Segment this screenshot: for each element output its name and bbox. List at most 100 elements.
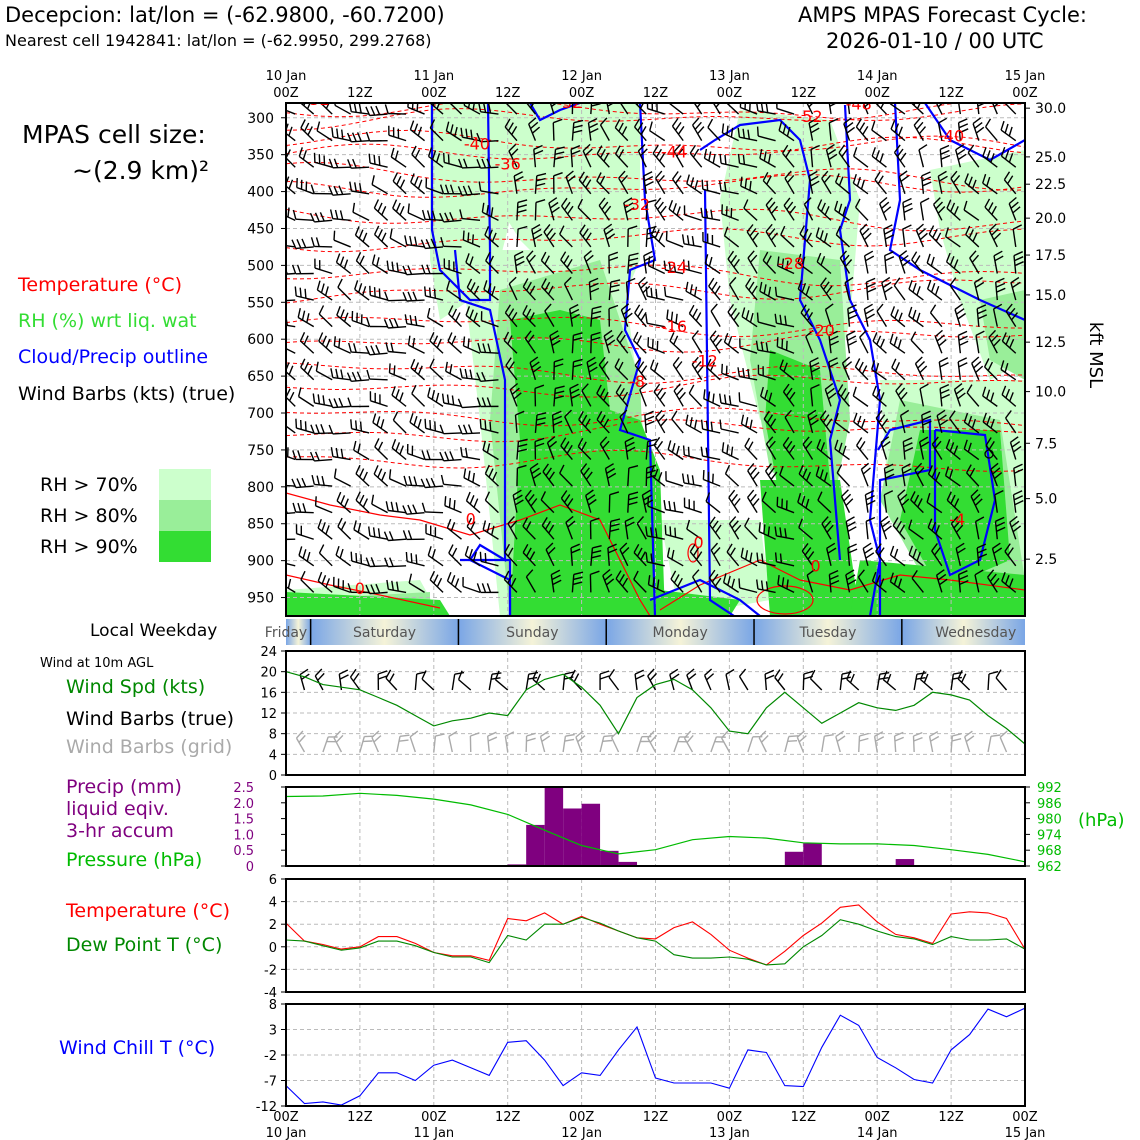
wind-barb-feather: [884, 286, 893, 293]
wind-barb: [596, 180, 610, 195]
wind-barb-feather: [747, 250, 755, 259]
wind-barb-feather: [986, 389, 991, 400]
wind-barb-feather: [653, 383, 661, 393]
wind-barb-feather: [337, 517, 343, 527]
wind-barb-feather: [335, 447, 339, 458]
wind-barb: [938, 361, 943, 380]
wind-barb-feather: [381, 232, 387, 242]
wind-barb-feather: [372, 527, 376, 537]
wind-barb: [672, 178, 684, 195]
wind-barb: [777, 345, 795, 354]
wind-barb: [286, 215, 296, 221]
weekday-band: [458, 619, 607, 645]
wind-barb: [425, 485, 444, 489]
wind-barb: [902, 441, 906, 460]
wind-barb: [351, 190, 370, 195]
wind-barb: [372, 263, 388, 275]
wind-barb-feather: [515, 410, 525, 416]
surface-wind-barb-feather: [647, 668, 655, 677]
wind-barb-feather: [410, 173, 415, 183]
wind-barb: [684, 506, 702, 514]
wind-barb-feather: [840, 388, 847, 397]
wind-barb-feather: [380, 419, 385, 429]
wind-barb-feather: [657, 414, 666, 423]
wind-barb-feather: [883, 490, 894, 496]
wind-barb-feather: [729, 547, 736, 557]
wind-barb: [761, 500, 777, 514]
wind-barb-feather: [650, 527, 653, 537]
wind-barb-feather: [395, 442, 401, 452]
wind-barb: [931, 443, 943, 460]
wind-barb: [332, 218, 351, 222]
isotherm-line: [286, 228, 1025, 253]
surface-wind-barb-feather: [385, 669, 392, 679]
wind-barb: [314, 483, 333, 487]
wind-barb-feather: [607, 543, 617, 549]
wind-barb-feather: [660, 418, 668, 427]
surface-wind-barb: [669, 674, 675, 691]
wind-barb-feather: [721, 363, 723, 374]
grid-wind-barb: [873, 736, 878, 753]
wind-barb-feather: [395, 202, 401, 212]
surface-wind-barb-feather: [725, 668, 735, 675]
wind-barb-feather: [752, 471, 760, 480]
wind-barb-feather: [417, 365, 423, 375]
wind-barb-feather: [431, 210, 436, 221]
wind-barb-feather: [645, 415, 655, 421]
wind-barb-feather: [619, 334, 626, 344]
wind-barb: [864, 494, 869, 513]
wind-barb-feather: [436, 338, 442, 349]
wind-barb-feather: [982, 147, 987, 157]
wind-barb-feather: [926, 493, 931, 503]
wind-barb: [354, 288, 370, 301]
wind-barb-feather: [602, 568, 611, 577]
wind-barb-feather: [453, 500, 456, 510]
wind-barb: [976, 103, 980, 115]
wind-barb-feather: [383, 319, 389, 329]
wind-barb: [480, 427, 499, 434]
wind-barb-feather: [884, 234, 895, 240]
wind-barb: [407, 106, 425, 115]
wind-barb-feather: [722, 573, 727, 583]
wind-barb: [702, 455, 721, 461]
wind-barb-feather: [689, 543, 696, 553]
wind-barb: [683, 243, 702, 248]
wind-barb-feather: [898, 250, 908, 258]
wind-barb: [355, 260, 370, 275]
wind-barb-feather: [573, 571, 584, 576]
wind-barb-feather: [860, 179, 865, 190]
wind-barb-feather: [761, 553, 764, 564]
wind-barb: [763, 418, 777, 434]
wind-barb: [745, 285, 758, 301]
wind-barb: [286, 347, 296, 354]
wind-barb-feather: [884, 256, 895, 262]
wind-barb-feather: [935, 232, 942, 242]
wind-barb-feather: [918, 126, 927, 135]
wind-barb-feather: [1012, 525, 1022, 533]
wind-barb-feather: [378, 155, 381, 166]
wind-barb-feather: [927, 465, 933, 475]
wind-barb: [590, 103, 593, 115]
wind-barb: [577, 207, 592, 221]
wind-barb-feather: [491, 525, 495, 536]
wind-barb-feather: [359, 421, 363, 432]
wind-barb: [862, 103, 869, 115]
temperature-label: 0: [355, 579, 365, 598]
wind-barb: [710, 549, 721, 567]
wind-barb: [406, 244, 425, 248]
wind-barb-feather: [768, 201, 776, 210]
wind-barb: [706, 367, 721, 381]
wind-barb-feather: [666, 547, 671, 558]
surface-wind-barb-feather: [535, 673, 542, 683]
wind-barb-feather: [921, 410, 931, 416]
wind-barb: [480, 379, 499, 382]
wind-barb-feather: [552, 410, 562, 416]
wind-barb-feather: [1008, 153, 1014, 163]
wind-panel-tick-label: 24: [260, 645, 277, 660]
wind-barb: [625, 282, 629, 301]
wind-barb-feather: [353, 520, 357, 530]
wind-barb-feather: [953, 206, 959, 216]
wind-barb: [693, 103, 703, 115]
wind-barb-feather: [673, 335, 679, 345]
wind-barb-feather: [619, 409, 628, 418]
